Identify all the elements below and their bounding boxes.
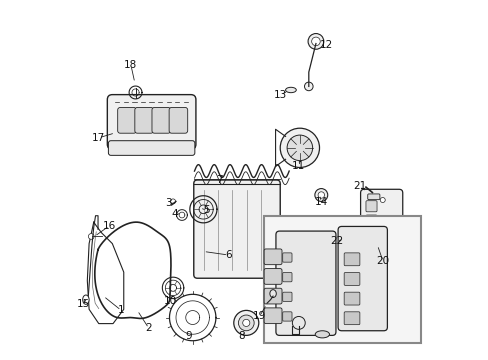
FancyBboxPatch shape	[264, 269, 282, 284]
Circle shape	[280, 128, 319, 167]
Text: 5: 5	[203, 205, 210, 215]
Text: 17: 17	[92, 133, 105, 143]
Text: 4: 4	[171, 209, 178, 219]
Text: 18: 18	[124, 60, 137, 70]
Circle shape	[380, 252, 385, 257]
Text: 15: 15	[76, 299, 89, 309]
FancyBboxPatch shape	[275, 231, 335, 336]
Ellipse shape	[82, 295, 89, 304]
FancyBboxPatch shape	[169, 108, 187, 133]
Circle shape	[380, 198, 385, 203]
Text: 10: 10	[163, 296, 176, 306]
Ellipse shape	[315, 331, 329, 338]
Circle shape	[337, 237, 347, 247]
FancyBboxPatch shape	[135, 108, 153, 133]
Ellipse shape	[269, 290, 276, 297]
FancyBboxPatch shape	[264, 288, 282, 304]
Circle shape	[304, 82, 312, 91]
FancyBboxPatch shape	[108, 141, 194, 156]
Ellipse shape	[285, 87, 296, 93]
FancyBboxPatch shape	[344, 253, 359, 266]
Text: 11: 11	[291, 161, 305, 171]
Circle shape	[292, 316, 305, 329]
Text: 1: 1	[118, 305, 124, 315]
Text: 8: 8	[238, 332, 244, 342]
Text: 7: 7	[216, 175, 223, 185]
Circle shape	[380, 225, 385, 230]
FancyBboxPatch shape	[282, 312, 291, 321]
Circle shape	[314, 189, 327, 202]
Text: 22: 22	[329, 237, 343, 247]
Text: 13: 13	[274, 90, 287, 100]
FancyBboxPatch shape	[282, 253, 291, 262]
FancyBboxPatch shape	[264, 216, 421, 342]
FancyBboxPatch shape	[344, 292, 359, 305]
FancyBboxPatch shape	[344, 312, 359, 325]
Text: 9: 9	[185, 332, 192, 342]
Text: 3: 3	[165, 198, 172, 208]
FancyBboxPatch shape	[152, 108, 170, 133]
Circle shape	[238, 315, 254, 331]
FancyBboxPatch shape	[367, 194, 379, 200]
FancyBboxPatch shape	[365, 215, 376, 226]
FancyBboxPatch shape	[264, 249, 282, 265]
Text: 16: 16	[102, 221, 116, 231]
FancyBboxPatch shape	[264, 308, 282, 324]
Circle shape	[233, 310, 258, 336]
FancyBboxPatch shape	[282, 273, 291, 282]
Text: 19: 19	[252, 311, 265, 321]
Circle shape	[317, 192, 324, 198]
Circle shape	[286, 135, 312, 161]
FancyBboxPatch shape	[344, 273, 359, 285]
Text: 20: 20	[376, 256, 389, 266]
Text: 6: 6	[224, 250, 231, 260]
FancyBboxPatch shape	[118, 108, 136, 133]
Circle shape	[340, 239, 345, 244]
Text: 2: 2	[145, 323, 152, 333]
Circle shape	[88, 234, 94, 239]
Circle shape	[307, 33, 323, 49]
FancyBboxPatch shape	[282, 292, 291, 301]
Text: 21: 21	[352, 181, 366, 192]
Circle shape	[311, 37, 320, 46]
Circle shape	[242, 319, 249, 327]
FancyBboxPatch shape	[360, 189, 402, 265]
FancyBboxPatch shape	[107, 95, 196, 149]
FancyBboxPatch shape	[365, 244, 376, 255]
Text: 12: 12	[319, 40, 332, 50]
FancyBboxPatch shape	[193, 180, 280, 278]
Text: 14: 14	[314, 197, 327, 207]
FancyBboxPatch shape	[365, 229, 376, 240]
FancyBboxPatch shape	[365, 201, 376, 212]
FancyBboxPatch shape	[337, 226, 386, 331]
